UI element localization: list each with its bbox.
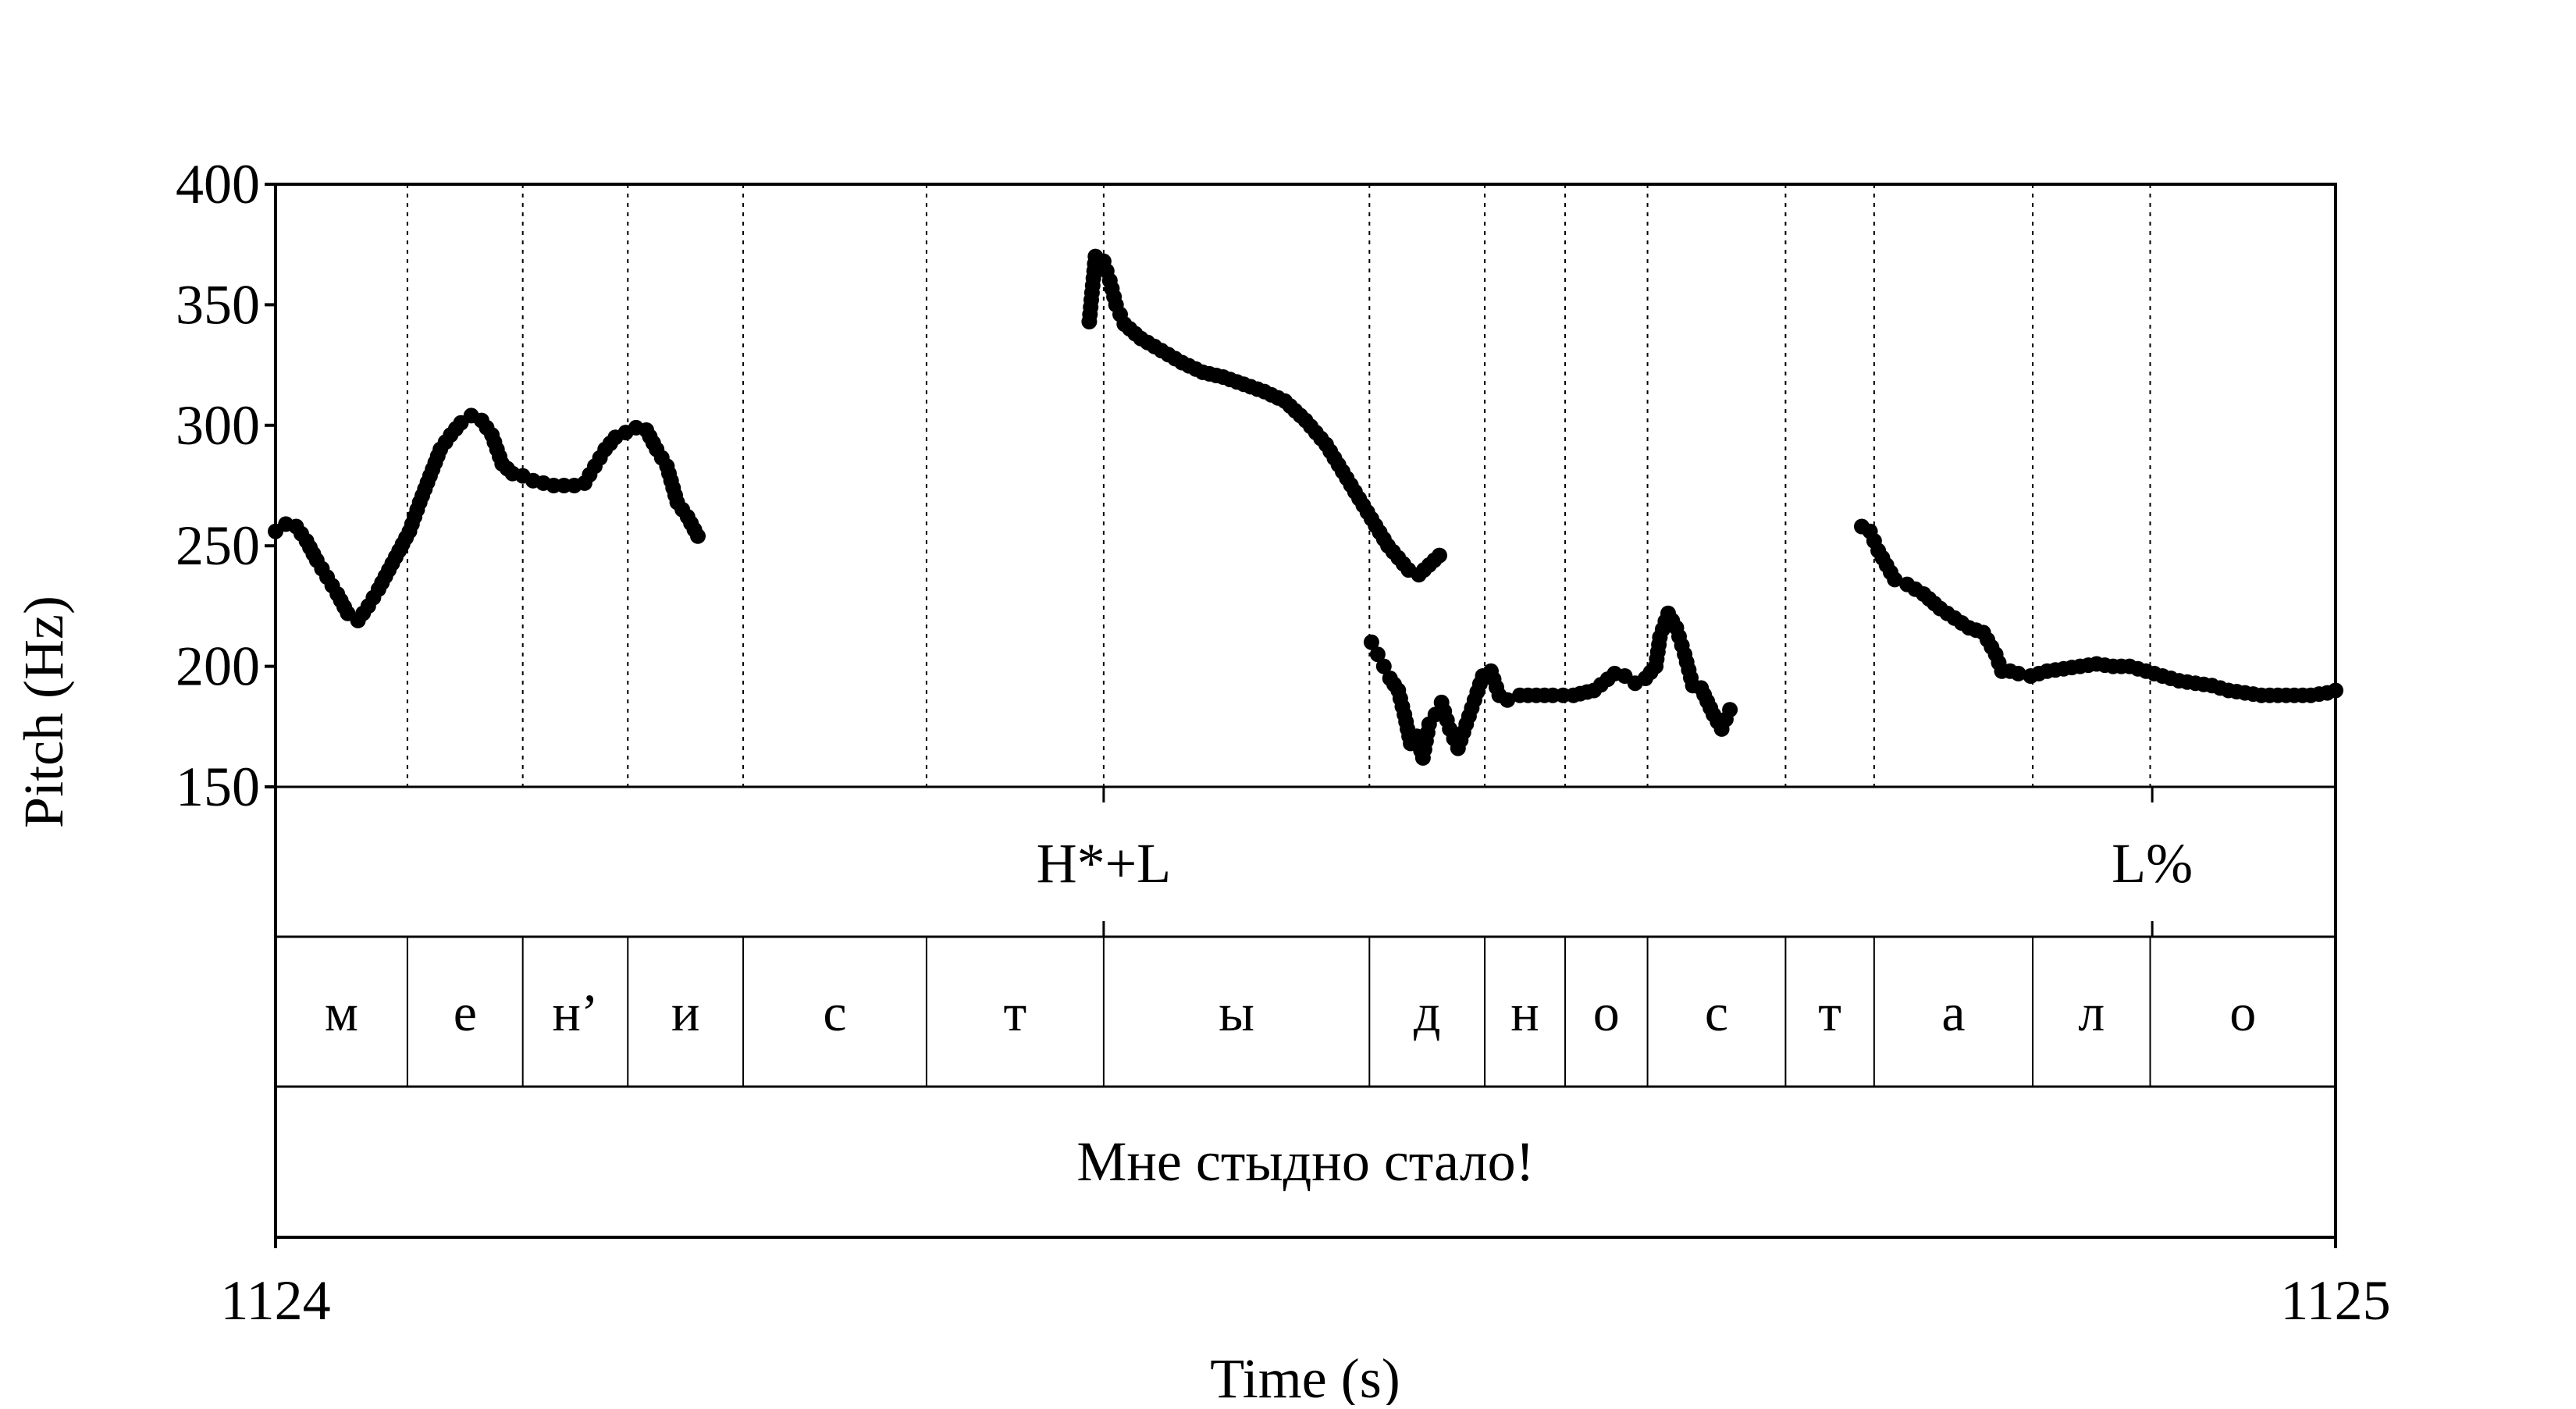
phone-label: т [1818, 983, 1841, 1042]
phone-label: с [1705, 983, 1728, 1042]
phone-label: л [2078, 983, 2105, 1042]
y-axis-ticks: 150 200 250 300 350 400 [176, 153, 276, 818]
x-axis-ticks: 1124 1125 [220, 1269, 2390, 1332]
phone-label: а [1941, 983, 1965, 1042]
boundary-lines [406, 184, 2151, 787]
y-tick-label: 300 [176, 394, 260, 457]
y-tick-label: 200 [176, 635, 260, 698]
plot-frame [274, 183, 2337, 1248]
x-tick-label: 1124 [220, 1269, 330, 1332]
pitch-point [2010, 665, 2026, 681]
pitch-point [1363, 634, 1379, 650]
frame-border [274, 183, 2337, 1239]
phone-label: с [823, 983, 846, 1042]
sentence-label: Мне стыдно стало! [1076, 1130, 1534, 1193]
pitch-point [1500, 692, 1516, 708]
y-tick-label: 150 [176, 756, 260, 818]
x-tick-label: 1125 [2280, 1269, 2390, 1332]
phone-label: ы [1219, 983, 1254, 1042]
y-axis-label: Pitch (Hz) [12, 596, 75, 828]
phone-label: е [454, 983, 477, 1042]
phone-label: и [671, 983, 699, 1042]
phone-label: о [1593, 983, 1620, 1042]
tone-label: H*+L [1037, 832, 1172, 895]
phone-label: д [1414, 983, 1441, 1042]
pitch-point [690, 528, 706, 544]
pitch-point [2328, 682, 2343, 699]
y-tick-label: 350 [176, 273, 260, 336]
pitch-point [1369, 646, 1386, 663]
pitch-point [1887, 571, 1903, 588]
pitch-points [268, 248, 2343, 766]
tone-label: L% [2112, 832, 2193, 895]
phone-label: н [1510, 983, 1539, 1042]
y-tick-label: 250 [176, 514, 260, 577]
pitch-point [1375, 658, 1392, 674]
y-tick-label: 400 [176, 153, 260, 215]
phone-label: о [2229, 983, 2256, 1042]
phone-label: м [325, 983, 358, 1042]
phone-label: т [1004, 983, 1027, 1042]
pitch-point [1432, 547, 1447, 564]
phone-label: н’ [552, 983, 598, 1042]
x-axis-label: Time (s) [1210, 1347, 1400, 1405]
pitch-point [1722, 702, 1738, 718]
